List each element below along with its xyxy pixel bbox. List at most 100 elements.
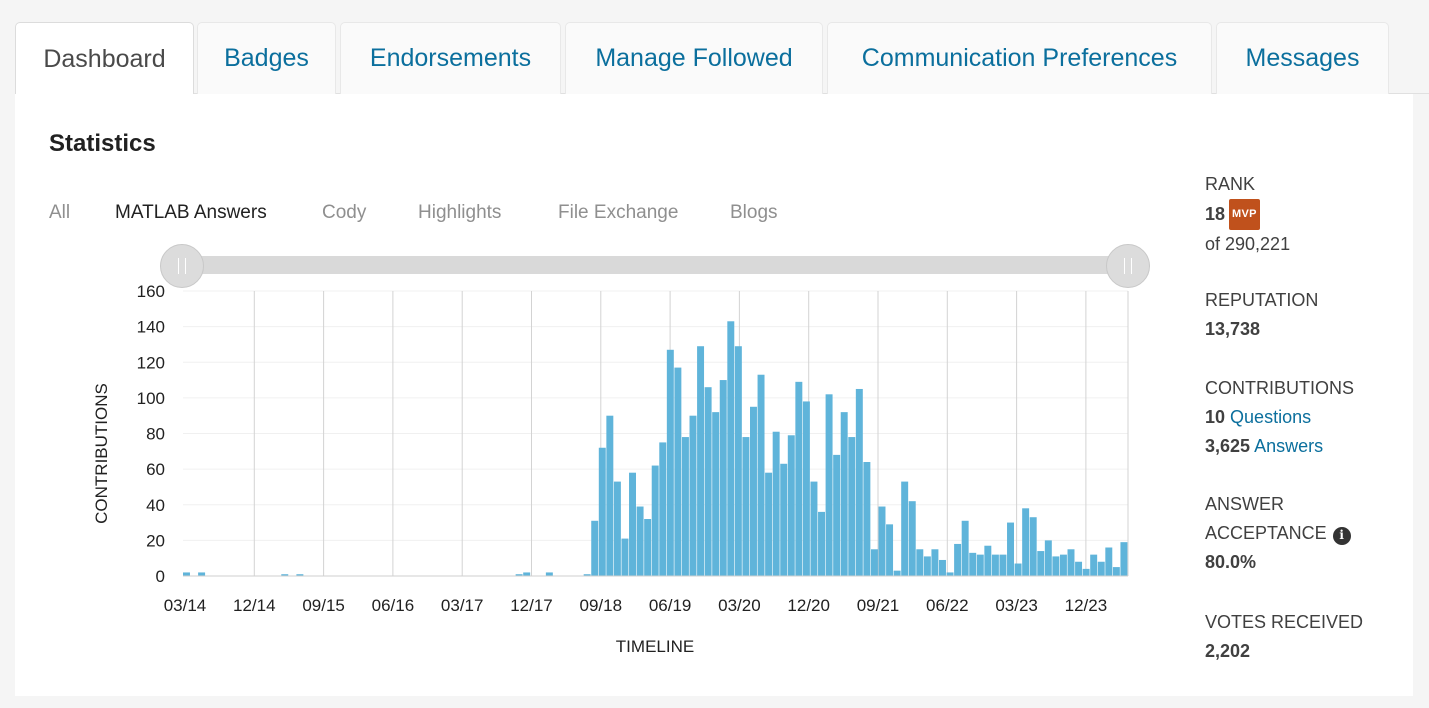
mvp-badge: MVP (1229, 199, 1260, 230)
questions-link[interactable]: Questions (1230, 407, 1312, 427)
timeline-range-start-handle[interactable] (160, 244, 204, 288)
bar (727, 321, 735, 576)
bar (296, 574, 304, 576)
acceptance-value: 80.0% (1205, 552, 1257, 572)
bar (1090, 554, 1098, 577)
bar (1120, 542, 1128, 576)
filter-highlights[interactable]: Highlights (418, 202, 502, 223)
reputation-block: REPUTATION 13,738 (1205, 286, 1318, 344)
bar (765, 472, 773, 576)
y-tick-label: 0 (156, 567, 165, 586)
bar (1059, 554, 1067, 577)
tab-messages[interactable]: Messages (1216, 22, 1389, 94)
reputation-value: 13,738 (1205, 319, 1261, 339)
bar (183, 572, 190, 576)
filter-blogs[interactable]: Blogs (730, 202, 778, 223)
bar (734, 346, 742, 576)
acceptance-label-line1: ANSWER (1205, 494, 1285, 514)
y-tick-label: 20 (146, 531, 165, 550)
x-tick-label: 06/16 (372, 596, 415, 615)
grip-icon (1124, 258, 1132, 274)
bar (629, 472, 636, 576)
bar (750, 406, 757, 576)
acceptance-label-line2: ACCEPTANCE (1205, 523, 1327, 543)
bar (598, 447, 606, 576)
bar (1052, 556, 1060, 576)
questions-count: 10 (1205, 407, 1226, 427)
bar (855, 388, 863, 576)
bar (976, 554, 984, 577)
bar (886, 524, 894, 576)
bar (742, 437, 750, 576)
bar (281, 574, 289, 576)
y-tick-label: 140 (137, 318, 165, 337)
bar (613, 481, 621, 576)
bar (198, 572, 206, 576)
bar (916, 549, 924, 576)
bar (870, 549, 878, 576)
bar (583, 574, 591, 576)
bar (659, 442, 667, 576)
bar (833, 454, 841, 577)
y-tick-label: 120 (137, 353, 165, 372)
acceptance-block: ANSWER ACCEPTANCE i 80.0% (1205, 490, 1351, 577)
filter-file-exchange[interactable]: File Exchange (558, 202, 679, 223)
contributions-block: CONTRIBUTIONS 10 Questions 3,625 Answers (1205, 374, 1354, 461)
bar (780, 463, 788, 576)
x-tick-label: 12/14 (233, 596, 276, 615)
y-tick-label: 80 (146, 425, 165, 444)
bar (1112, 567, 1120, 576)
bar (984, 545, 992, 576)
timeline-range-track[interactable] (182, 256, 1128, 274)
bar (545, 572, 553, 576)
x-tick-label: 03/23 (995, 596, 1038, 615)
info-icon[interactable]: i (1332, 526, 1351, 545)
filter-all[interactable]: All (49, 202, 71, 223)
bar (681, 437, 689, 576)
timeline-range-end-handle[interactable] (1106, 244, 1150, 288)
bar (689, 415, 697, 576)
bar (825, 394, 833, 576)
tab-endorsements[interactable]: Endorsements (340, 22, 561, 94)
filter-matlab-answers[interactable]: MATLAB Answers (115, 202, 267, 223)
rank-block: RANK 18 MVP of 290,221 (1205, 170, 1290, 259)
x-tick-label: 09/15 (302, 596, 345, 615)
bar (606, 415, 614, 576)
rank-label: RANK (1205, 174, 1256, 194)
bar (923, 556, 931, 576)
tab-dashboard[interactable]: Dashboard (15, 22, 194, 95)
answers-link[interactable]: Answers (1254, 436, 1324, 456)
bar (802, 401, 810, 576)
tab-communication-preferences[interactable]: Communication Preferences (827, 22, 1212, 94)
y-tick-label: 100 (137, 389, 165, 408)
filter-cody[interactable]: Cody (322, 202, 367, 223)
bar (712, 412, 720, 577)
bar (1014, 563, 1022, 576)
bar (719, 380, 727, 576)
y-tick-label: 160 (137, 282, 165, 301)
bar (961, 520, 969, 576)
bar (1105, 547, 1113, 576)
bar (939, 559, 946, 576)
bar (1082, 568, 1090, 577)
y-axis-title: CONTRIBUTIONS (92, 383, 111, 524)
votes-block: VOTES RECEIVED 2,202 (1205, 608, 1363, 666)
bar (969, 552, 977, 576)
bar (591, 520, 599, 576)
x-tick-label: 03/20 (718, 596, 761, 615)
bar (651, 465, 659, 576)
tab-manage-followed[interactable]: Manage Followed (565, 22, 823, 94)
tab-badges[interactable]: Badges (197, 22, 336, 94)
y-tick-label: 60 (146, 460, 165, 479)
bar (840, 412, 848, 577)
x-tick-label: 06/22 (926, 596, 969, 615)
votes-value: 2,202 (1205, 641, 1251, 661)
bar (991, 554, 999, 577)
grip-icon (178, 258, 186, 274)
bar (908, 501, 916, 576)
bar (1067, 549, 1075, 576)
bar (893, 570, 901, 576)
rank-value: 18 (1205, 204, 1226, 224)
bar (704, 387, 712, 576)
bar (1022, 508, 1030, 576)
